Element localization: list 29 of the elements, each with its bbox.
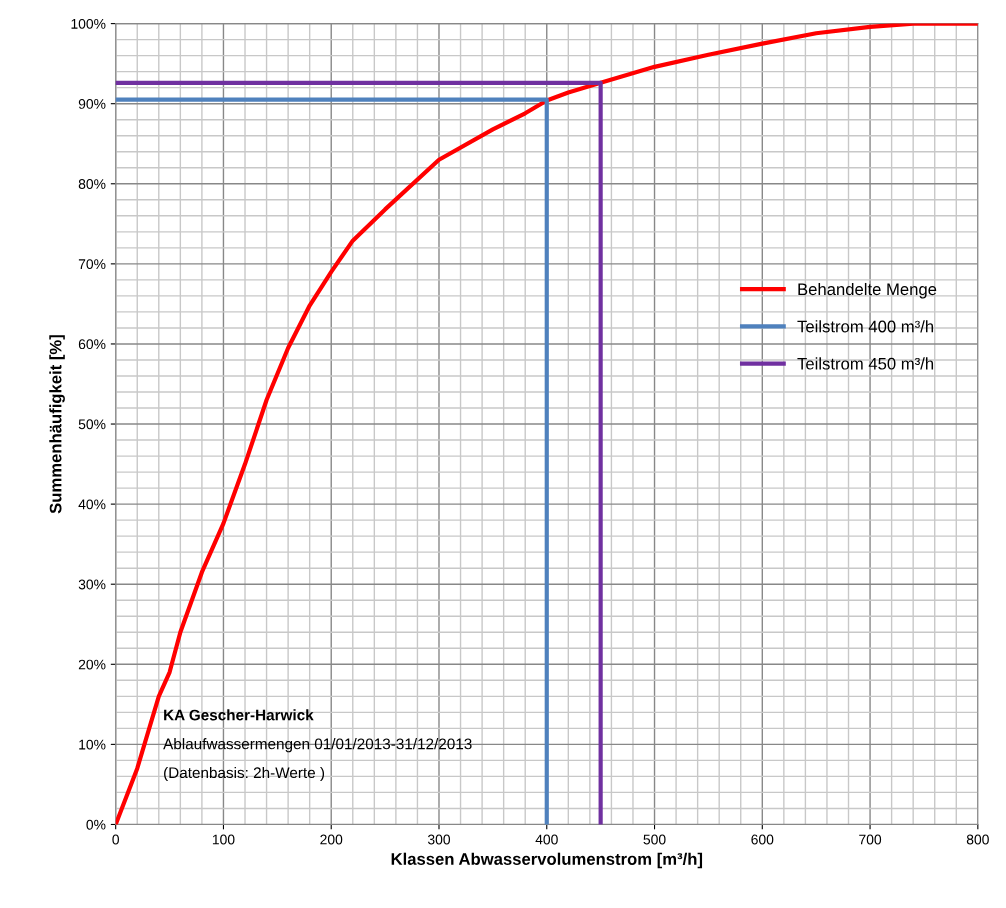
annotation: Ablaufwassermengen 01/01/2013-31/12/2013 bbox=[163, 738, 472, 753]
y-tick-label: 30% bbox=[78, 579, 106, 590]
x-tick-label: 300 bbox=[427, 834, 451, 845]
y-tick-label: 0% bbox=[86, 819, 106, 830]
y-tick-label: 60% bbox=[78, 339, 106, 350]
legend-label: Teilstrom 450 m³/h bbox=[797, 357, 934, 370]
y-tick-label: 50% bbox=[78, 419, 106, 430]
y-tick-label: 70% bbox=[78, 259, 106, 270]
y-tick-label: 90% bbox=[78, 99, 106, 109]
x-tick-label: 500 bbox=[643, 834, 666, 845]
x-tick-label: 200 bbox=[320, 834, 343, 845]
annotation: KA Gescher-Harwick bbox=[164, 709, 314, 721]
legend-label: Behandelte Menge bbox=[798, 282, 937, 299]
y-tick-label: 100% bbox=[71, 18, 106, 29]
x-tick-label: 800 bbox=[966, 834, 989, 845]
y-tick-label: 40% bbox=[78, 499, 106, 510]
legend-label: Teilstrom 400 m³/h bbox=[797, 320, 934, 333]
annotation: (Datenbasis: 2h-Werte ) bbox=[164, 766, 325, 782]
x-tick-label: 700 bbox=[859, 834, 882, 845]
y-tick-label: 80% bbox=[78, 179, 106, 189]
x-tick-label: 0 bbox=[112, 834, 120, 845]
x-tick-label: 400 bbox=[535, 834, 558, 845]
y-tick-label: 20% bbox=[78, 659, 106, 670]
y-tick-label: 10% bbox=[79, 739, 106, 750]
line-series bbox=[115, 23, 978, 825]
y-axis-title: Summenhäufigkeit [%] bbox=[49, 335, 65, 514]
x-tick-label: 100 bbox=[212, 834, 235, 845]
x-tick-label: 600 bbox=[751, 834, 774, 845]
x-axis-title: Klassen Abwasservolumenstrom [m³/h] bbox=[391, 852, 703, 869]
